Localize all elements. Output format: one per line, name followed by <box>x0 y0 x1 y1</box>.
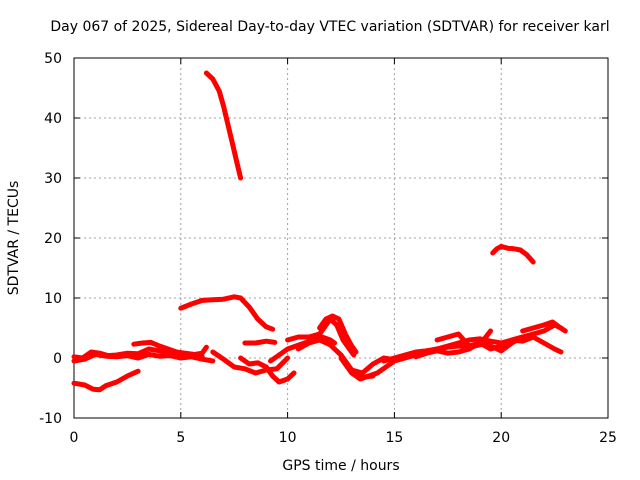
series-arc-15 <box>434 331 526 352</box>
x-tick-label: 25 <box>599 430 617 446</box>
series-arc-6 <box>242 338 278 346</box>
y-tick-label: 10 <box>44 291 62 307</box>
series-arc-start-low <box>71 368 141 393</box>
y-tick-label: 30 <box>44 171 62 187</box>
y-tick-label: -10 <box>39 411 62 427</box>
y-tick-label: 0 <box>53 351 62 367</box>
series-arc-10 <box>317 313 359 355</box>
x-axis-label: GPS time / hours <box>282 458 399 474</box>
x-tick-label: 10 <box>279 430 297 446</box>
axis-ticks: 0 5 10 15 20 25 -10 0 10 20 30 40 50 <box>39 51 617 446</box>
x-tick-label: 15 <box>385 430 403 446</box>
series-arc-8 <box>285 316 357 358</box>
series-arc-16 <box>509 334 564 355</box>
y-tick-label: 20 <box>44 231 62 247</box>
series-arc-5 <box>238 355 297 385</box>
series-arc-13 <box>381 334 526 364</box>
y-axis-label: SDTVAR / TECUs <box>6 181 22 296</box>
data-series <box>71 70 568 393</box>
series-arc-2 <box>71 351 216 364</box>
x-tick-label: 20 <box>492 430 510 446</box>
y-tick-label: 50 <box>44 51 62 67</box>
series-arc-14 <box>413 322 564 360</box>
x-tick-label: 0 <box>70 430 79 446</box>
series-arc-late <box>490 243 536 265</box>
grid-lines <box>74 58 608 418</box>
series-arc-mid <box>178 294 276 332</box>
series-arc-3 <box>131 339 205 360</box>
series-arc-17 <box>520 319 568 334</box>
chart-title: Day 067 of 2025, Sidereal Day-to-day VTE… <box>50 19 609 35</box>
series-arc-4 <box>210 349 291 376</box>
series-arc-high <box>203 70 244 181</box>
y-tick-label: 40 <box>44 111 62 127</box>
x-tick-label: 5 <box>176 430 185 446</box>
